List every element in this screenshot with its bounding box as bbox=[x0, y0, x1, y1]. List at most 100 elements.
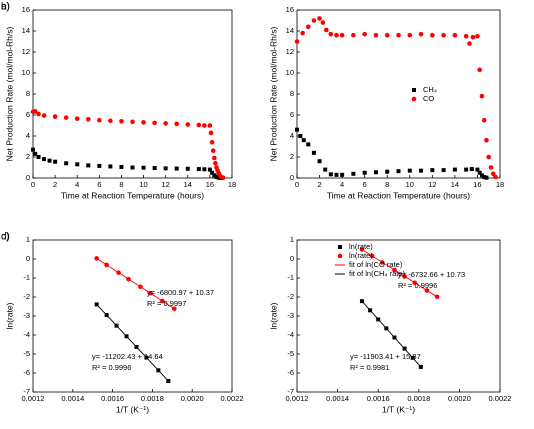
marker bbox=[36, 111, 41, 117]
x-axis-label: 1/T (K⁻¹) bbox=[382, 404, 415, 414]
marker bbox=[47, 158, 52, 163]
x-tick-label: 2 bbox=[317, 180, 321, 189]
x-axis-label: Time at Reaction Temperature (hours) bbox=[327, 190, 470, 200]
marker bbox=[479, 93, 485, 99]
x-tick-label: 0.0014 bbox=[326, 394, 349, 403]
marker bbox=[32, 109, 38, 114]
marker bbox=[339, 32, 345, 38]
marker bbox=[63, 115, 69, 120]
marker bbox=[320, 20, 326, 25]
x-axis-label: Time at Reaction Temperature (hours) bbox=[61, 190, 204, 200]
y-tick-label: -4 bbox=[287, 330, 294, 339]
marker bbox=[481, 117, 487, 123]
y-tick-label: -7 bbox=[23, 387, 30, 396]
x-tick-label: 6 bbox=[363, 180, 367, 189]
y-tick-label: -4 bbox=[23, 330, 30, 339]
panel-label: c) bbox=[1, 232, 9, 243]
x-tick-label: 14 bbox=[451, 180, 459, 189]
legend-label: ln(rate) bbox=[349, 242, 373, 251]
x-tick-label: 0.0014 bbox=[61, 394, 84, 403]
x-axis-label: 1/T (K⁻¹) bbox=[116, 404, 149, 414]
marker bbox=[441, 32, 446, 38]
marker bbox=[475, 167, 480, 172]
x-tick-label: 0.0020 bbox=[448, 394, 471, 403]
x-tick-label: 10 bbox=[406, 180, 414, 189]
marker bbox=[482, 174, 487, 179]
y-axis-label: ln(rate) bbox=[4, 302, 14, 329]
marker bbox=[171, 306, 177, 312]
y-tick-label: 4 bbox=[26, 131, 30, 140]
y-tick-label: 10 bbox=[22, 68, 30, 77]
marker bbox=[148, 290, 153, 296]
marker bbox=[337, 253, 343, 259]
y-tick-label: 6 bbox=[26, 110, 30, 119]
y-tick-label: 2 bbox=[26, 152, 30, 161]
marker bbox=[202, 123, 207, 128]
marker bbox=[94, 302, 99, 307]
marker bbox=[452, 32, 458, 38]
x-tick-label: 0.0012 bbox=[286, 394, 309, 403]
y-tick-label: 2 bbox=[290, 152, 294, 161]
marker bbox=[362, 170, 367, 175]
annotation: R² = 0.9996 bbox=[398, 281, 437, 290]
marker bbox=[418, 31, 424, 37]
marker bbox=[396, 169, 401, 174]
y-tick-label: 12 bbox=[286, 47, 294, 56]
marker bbox=[160, 298, 165, 304]
marker bbox=[119, 119, 124, 124]
marker bbox=[384, 32, 390, 38]
x-tick-label: 12 bbox=[428, 180, 436, 189]
panel: d) 0.0012 0.0014 0.0016 0.0018 0.0020 0.0022 -7… bbox=[1, 232, 511, 415]
marker bbox=[373, 170, 378, 175]
fit-line bbox=[96, 258, 175, 310]
marker bbox=[486, 154, 492, 160]
marker bbox=[373, 32, 379, 38]
marker bbox=[479, 173, 484, 178]
marker bbox=[323, 167, 328, 172]
annotation: y= -11903.41 + 15.87 bbox=[350, 352, 421, 361]
marker bbox=[317, 16, 322, 21]
x-tick-label: 4 bbox=[75, 180, 79, 189]
marker bbox=[475, 33, 480, 39]
y-tick-label: 16 bbox=[286, 5, 294, 14]
marker bbox=[334, 172, 339, 177]
marker bbox=[141, 165, 146, 170]
x-tick-label: 12 bbox=[161, 180, 169, 189]
y-tick-label: -5 bbox=[287, 349, 294, 358]
y-tick-label: 1 bbox=[26, 235, 30, 244]
y-tick-label: 10 bbox=[286, 68, 294, 77]
marker bbox=[94, 256, 99, 261]
y-tick-label: 8 bbox=[290, 89, 294, 98]
marker bbox=[362, 31, 367, 37]
legend-label: fit of ln(CO rate) bbox=[349, 260, 403, 269]
marker bbox=[97, 163, 102, 168]
x-tick-label: 0.0012 bbox=[22, 394, 45, 403]
y-axis-label: Net Production Rate (mol/mol-Rh/s) bbox=[268, 27, 278, 162]
x-tick-label: 0 bbox=[31, 180, 35, 189]
marker bbox=[124, 334, 129, 339]
marker bbox=[163, 166, 168, 171]
marker bbox=[469, 167, 474, 172]
marker bbox=[407, 32, 413, 38]
marker bbox=[412, 88, 416, 92]
marker bbox=[174, 166, 179, 171]
x-tick-label: 18 bbox=[496, 180, 504, 189]
marker bbox=[214, 174, 219, 179]
marker bbox=[210, 170, 215, 175]
marker bbox=[484, 175, 489, 180]
x-tick-label: 0.0018 bbox=[407, 394, 430, 403]
x-tick-label: 0.0016 bbox=[367, 394, 390, 403]
annotation: R² = 0.9997 bbox=[147, 299, 186, 308]
marker bbox=[311, 18, 317, 23]
marker bbox=[185, 122, 191, 127]
y-tick-label: -2 bbox=[287, 292, 294, 301]
marker bbox=[166, 378, 171, 383]
marker bbox=[396, 32, 401, 38]
marker bbox=[452, 167, 457, 172]
marker bbox=[477, 67, 483, 73]
fit-line bbox=[361, 249, 438, 298]
marker bbox=[407, 168, 412, 173]
x-tick-label: 0.0020 bbox=[181, 394, 204, 403]
y-axis-label: ln(rate) bbox=[268, 302, 278, 329]
